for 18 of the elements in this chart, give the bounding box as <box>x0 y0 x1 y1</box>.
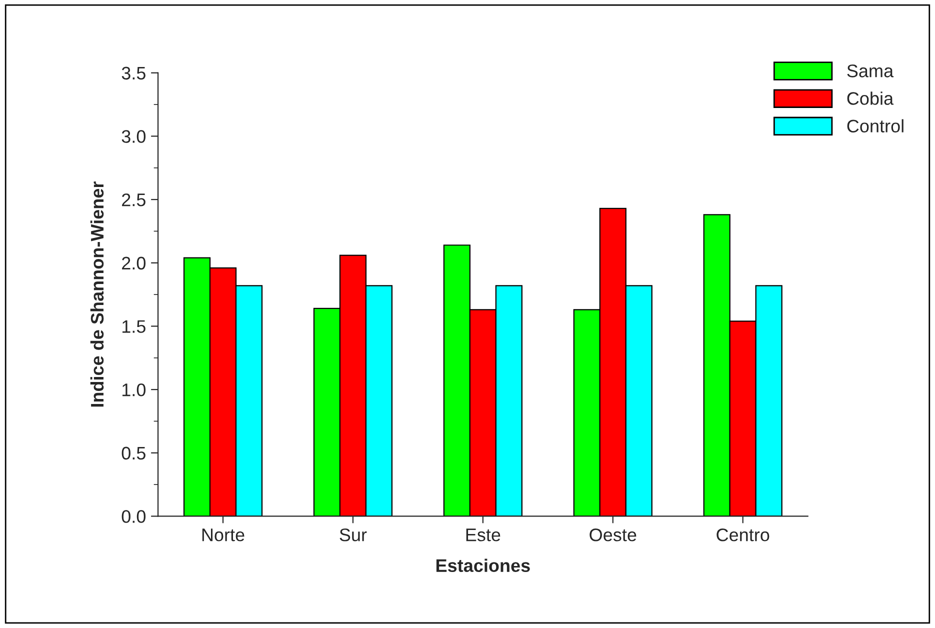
y-tick-label: 0.0 <box>122 510 146 523</box>
y-tick-label: 0.5 <box>122 446 146 460</box>
legend-label: Sama <box>847 64 894 78</box>
x-tick-label: Este <box>466 528 500 542</box>
legend-label: Control <box>847 119 904 132</box>
legend-label: Cobia <box>847 92 894 105</box>
x-axis-title: Estaciones <box>436 558 530 572</box>
y-tick-label: 2.0 <box>122 256 146 270</box>
x-tick-label: Sur <box>340 528 367 542</box>
x-tick-label: Norte <box>202 528 244 542</box>
y-tick-label: 3.0 <box>122 130 146 143</box>
y-axis-title: Indice de Shannon-Wiener <box>90 182 104 407</box>
y-tick-label: 2.5 <box>122 193 146 206</box>
y-tick-label: 3.5 <box>122 66 146 80</box>
x-tick-label: Oeste <box>590 528 636 542</box>
x-tick-label: Centro <box>716 528 770 542</box>
y-tick-label: 1.5 <box>122 320 146 333</box>
y-tick-label: 1.0 <box>122 383 146 396</box>
